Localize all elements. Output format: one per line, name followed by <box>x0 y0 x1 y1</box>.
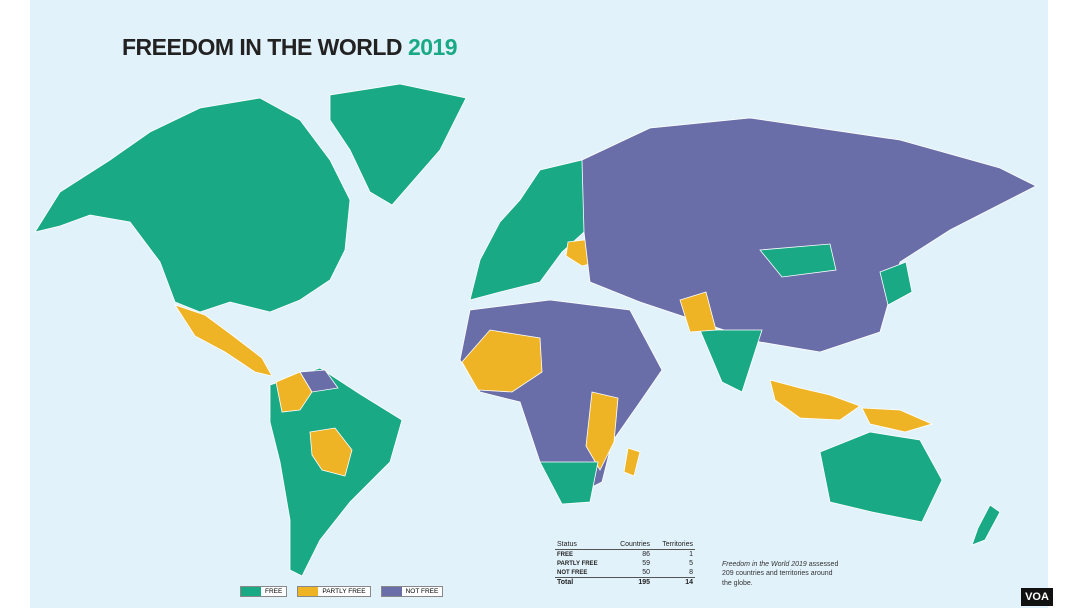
table-cell: Status <box>555 540 611 550</box>
mongolia <box>759 243 837 278</box>
legend-item: FREE <box>240 586 288 597</box>
table-row: Total 195 14 <box>555 577 695 587</box>
table-cell: Total <box>555 577 611 587</box>
europe <box>469 159 593 301</box>
legend-item: NOT FREE <box>380 586 444 597</box>
table-row: PARTLY FREE 59 5 <box>555 559 695 568</box>
indonesia-east <box>861 407 934 433</box>
table-cell: 50 <box>642 569 651 576</box>
pakistan <box>679 291 717 333</box>
southeast-asia <box>769 379 861 421</box>
bolivia <box>309 427 353 477</box>
venezuela <box>299 369 339 393</box>
east-africa <box>585 391 619 471</box>
table-cell: 5 <box>689 560 693 567</box>
table-row: NOT FREE 50 8 <box>555 568 695 578</box>
central-america <box>174 304 273 377</box>
status-table: Status Countries Territories FREE 86 1 PARTLY … <box>555 540 695 587</box>
table-cell: Countries <box>610 540 653 550</box>
legend-swatch <box>381 587 402 596</box>
table-row: Status Countries Territories <box>555 540 695 550</box>
table-cell: 86 <box>642 551 651 558</box>
colombia <box>275 371 313 413</box>
table-row: FREE 86 1 <box>555 550 695 560</box>
madagascar <box>623 447 641 477</box>
greenland <box>329 83 467 206</box>
note-italic: Freedom in the World 2019 <box>722 561 807 568</box>
southern-africa <box>539 461 599 505</box>
table-cell: PARTLY FREE <box>557 560 598 567</box>
table-cell: NOT FREE <box>557 569 588 576</box>
new-zealand <box>971 504 1001 546</box>
australia <box>819 431 943 523</box>
table-cell: FREE <box>557 551 574 558</box>
north-america <box>34 97 351 313</box>
table-cell: Territories <box>652 540 695 550</box>
note-text: assessed 209 countries and territories a… <box>722 561 839 587</box>
legend-swatch <box>298 587 319 596</box>
table-cell: 14 <box>652 577 695 587</box>
west-africa <box>461 329 543 393</box>
japan <box>879 261 913 306</box>
table-cell: 1 <box>689 551 693 558</box>
table-cell: 59 <box>642 560 651 567</box>
legend-item: PARTLY FREE <box>297 586 371 597</box>
table-cell: 8 <box>689 569 693 576</box>
legend-swatch <box>241 587 261 596</box>
legend: FREE PARTLY FREE NOT FREE <box>240 586 444 597</box>
legend-label: PARTLY FREE <box>322 588 366 595</box>
legend-label: NOT FREE <box>405 588 439 595</box>
asia <box>581 117 1037 353</box>
india <box>699 329 763 393</box>
voa-logo: VOA <box>1021 588 1053 606</box>
map-title: FREEDOM IN THE WORLD 2019 <box>122 34 458 61</box>
legend-label: FREE <box>265 588 283 595</box>
table-cell: 195 <box>610 577 653 587</box>
title-year: 2019 <box>407 34 458 60</box>
note: Freedom in the World 2019 assessed 209 c… <box>722 560 842 588</box>
title-text: FREEDOM IN THE WORLD <box>122 34 403 60</box>
